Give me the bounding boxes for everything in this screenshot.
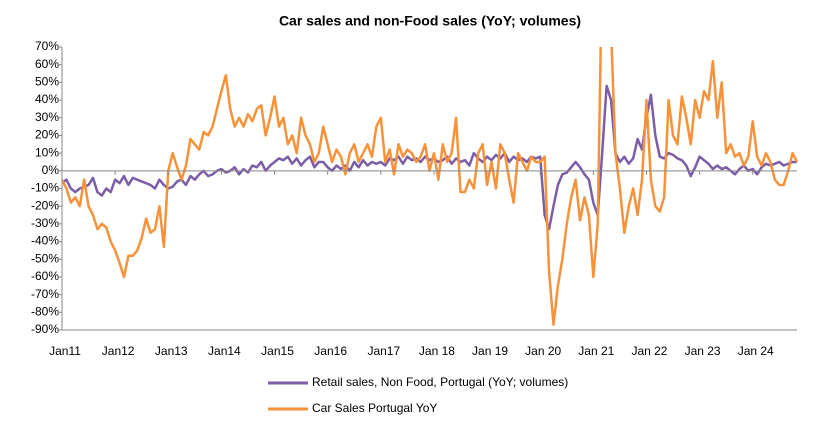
series-line <box>62 47 798 326</box>
x-tick-label: Jan 22 <box>631 344 667 358</box>
x-tick-label: Jan13 <box>155 344 188 358</box>
y-tick-label: -50% <box>31 251 59 265</box>
x-tick-label: Jan 21 <box>578 344 614 358</box>
y-tick-label: -90% <box>31 322 59 336</box>
plot-area <box>62 47 798 326</box>
x-tick-label: Jan11 <box>49 344 81 358</box>
y-tick-label: -20% <box>31 198 59 212</box>
x-tick-label: Jan17 <box>367 344 400 358</box>
y-tick-label: -70% <box>31 287 59 301</box>
y-tick-label: 30% <box>35 110 59 124</box>
x-tick-label: Jan 23 <box>685 344 721 358</box>
x-tick-label: Jan12 <box>102 344 135 358</box>
y-tick-label: 0% <box>42 163 60 177</box>
x-tick-label: Jan16 <box>314 344 347 358</box>
x-tick-label: Jan 18 <box>419 344 455 358</box>
y-tick-label: -30% <box>31 216 59 230</box>
y-tick-label: 50% <box>35 75 59 89</box>
y-tick-label: -60% <box>31 269 59 283</box>
y-tick-label: 60% <box>35 57 59 71</box>
y-tick-label: 10% <box>35 145 59 159</box>
x-tick-label: Jan14 <box>208 344 241 358</box>
y-tick-label: -40% <box>31 234 59 248</box>
legend-label: Retail sales, Non Food, Portugal (YoY; v… <box>312 375 568 389</box>
legend-label: Car Sales Portugal YoY <box>312 401 437 415</box>
y-tick-label: -80% <box>31 304 59 318</box>
chart-title: Car sales and non-Food sales (YoY; volum… <box>279 13 581 29</box>
y-tick-label: 70% <box>35 39 59 53</box>
y-tick-label: 40% <box>35 92 59 106</box>
x-tick-label: Jan 20 <box>525 344 561 358</box>
x-tick-label: Jan 19 <box>472 344 508 358</box>
x-tick-label: Jan15 <box>261 344 294 358</box>
y-tick-label: -10% <box>31 181 59 195</box>
series-line <box>62 84 797 231</box>
y-tick-label: 20% <box>35 128 59 142</box>
x-tick-label: Jan 24 <box>738 344 774 358</box>
